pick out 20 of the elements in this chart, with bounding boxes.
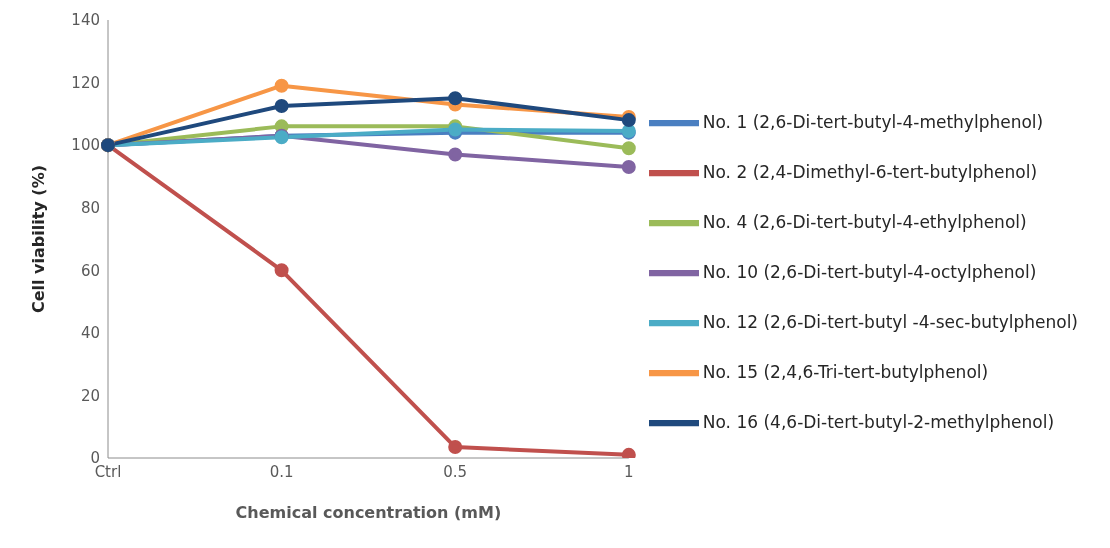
x-tick-label: 1 — [624, 462, 634, 481]
legend-label: No. 16 (4,6-Di-tert-butyl-2-methylphenol) — [702, 412, 1055, 432]
legend-label: No. 2 (2,4-Dimethyl-6-tert-butylphenol) — [702, 162, 1038, 182]
legend-label: No. 4 (2,6-Di-tert-butyl-4-ethylphenol) — [702, 212, 1027, 232]
legend-label: No. 15 (2,4,6-Tri-tert-butylphenol) — [702, 362, 989, 382]
y-tick-label: 40 — [80, 324, 100, 343]
x-tick-label: 0.5 — [443, 462, 468, 481]
y-tick-label: 100 — [71, 136, 100, 155]
legend-label: No. 12 (2,6-Di-tert-butyl -4-sec-butylphenol) — [702, 312, 1078, 332]
y-tick-label: 120 — [71, 73, 100, 92]
y-tick-label: 60 — [80, 261, 100, 280]
y-tick-label: 140 — [71, 11, 100, 30]
legend-label: No. 10 (2,6-Di-tert-butyl-4-octylphenol) — [702, 262, 1037, 282]
x-tick-label: 0.1 — [269, 462, 294, 481]
y-tick-label: 80 — [80, 199, 100, 218]
legend-label: No. 1 (2,6-Di-tert-butyl-4-methylphenol) — [702, 112, 1044, 132]
x-tick-label: Ctrl — [94, 462, 122, 481]
y-tick-label: 20 — [80, 386, 100, 405]
y-axis-title: Cell viability (%) — [28, 164, 48, 314]
x-axis-title: Chemical concentration (mM) — [235, 503, 502, 522]
